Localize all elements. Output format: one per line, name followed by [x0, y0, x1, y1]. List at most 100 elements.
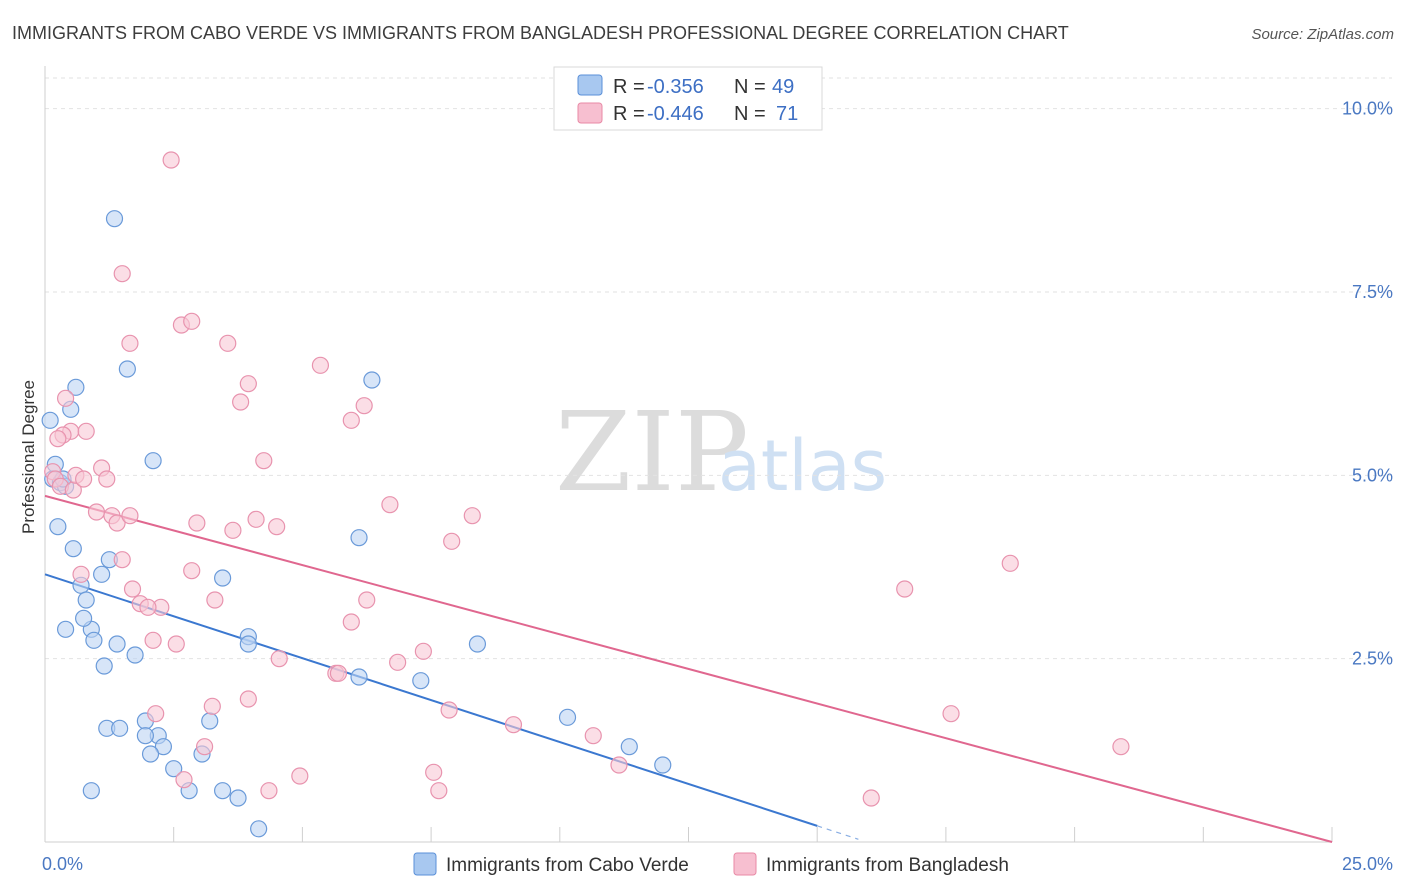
point-cabo-verde-27 [350, 529, 368, 547]
series-cabo-verde [41, 210, 672, 838]
point-cabo-verde-11 [144, 452, 162, 470]
point-cabo-verde-12 [64, 540, 82, 558]
point-bangladesh-57 [147, 705, 165, 723]
y-tick-label-0: 2.5% [1352, 649, 1393, 669]
point-bangladesh-29 [188, 514, 206, 532]
point-bangladesh-9 [355, 397, 373, 415]
y-tick-label-1: 5.0% [1352, 465, 1393, 485]
point-cabo-verde-46 [250, 820, 268, 838]
point-bangladesh-5 [219, 334, 237, 352]
point-bangladesh-25 [87, 503, 106, 521]
point-bangladesh-48 [270, 650, 288, 668]
legend-r-label-bangladesh: R = [613, 103, 645, 125]
legend-swatch-bangladesh [577, 102, 603, 124]
legend-n-value-bangladesh: 71 [776, 103, 798, 125]
point-cabo-verde-36 [136, 727, 154, 745]
point-cabo-verde-18 [93, 565, 111, 583]
legend-swatch-cabo-verde [577, 74, 603, 96]
point-bangladesh-1 [113, 265, 131, 283]
point-bangladesh-43 [206, 591, 224, 609]
point-bangladesh-36 [72, 565, 90, 583]
point-bangladesh-46 [167, 635, 185, 653]
point-cabo-verde-9 [105, 210, 124, 228]
point-cabo-verde-24 [214, 569, 232, 587]
point-cabo-verde-43 [82, 782, 100, 800]
legend-r-label-cabo-verde: R = [613, 76, 645, 98]
point-cabo-verde-38 [141, 745, 160, 763]
point-bangladesh-15 [77, 422, 95, 440]
trendlines [44, 494, 1333, 843]
point-bangladesh-63 [610, 756, 628, 774]
point-cabo-verde-0 [41, 411, 59, 429]
point-cabo-verde-47 [558, 708, 577, 726]
legend-n-label-cabo-verde: N = [734, 76, 766, 98]
point-bangladesh-38 [183, 562, 201, 580]
point-bangladesh-35 [463, 507, 481, 525]
point-bangladesh-52 [389, 653, 407, 671]
point-bangladesh-55 [203, 697, 221, 715]
point-cabo-verde-48 [620, 738, 638, 756]
point-cabo-verde-41 [165, 760, 183, 778]
point-bangladesh-62 [584, 727, 602, 745]
point-bangladesh-53 [896, 580, 914, 598]
point-cabo-verde-6 [49, 518, 67, 536]
point-bangladesh-14 [49, 430, 67, 448]
point-cabo-verde-23 [95, 657, 113, 675]
trendline-extension-cabo-verde [817, 825, 859, 840]
point-bangladesh-65 [175, 771, 193, 789]
point-cabo-verde-49 [654, 756, 672, 774]
point-cabo-verde-21 [108, 635, 126, 653]
point-bangladesh-64 [1112, 738, 1130, 756]
legend-r-value-cabo-verde: -0.356 [647, 76, 704, 98]
point-bangladesh-33 [381, 496, 399, 514]
watermark-zip: ZIP [555, 388, 749, 516]
point-cabo-verde-39 [201, 712, 219, 730]
point-cabo-verde-20 [85, 631, 103, 649]
bottom-legend-swatch-bangladesh [733, 852, 757, 876]
point-bangladesh-24 [255, 452, 273, 470]
point-bangladesh-28 [121, 507, 139, 525]
point-bangladesh-21 [75, 470, 93, 488]
x-tick-labels: 0.0% 25.0% [42, 854, 1393, 874]
series-bangladesh [44, 151, 1130, 807]
point-bangladesh-23 [98, 470, 116, 488]
bottom-legend: Immigrants from Cabo Verde Immigrants fr… [413, 852, 1009, 876]
point-cabo-verde-33 [111, 719, 129, 737]
gridlines [45, 77, 1392, 660]
trendline-cabo-verde [44, 573, 818, 827]
point-cabo-verde-14 [77, 591, 95, 609]
point-cabo-verde-10 [118, 360, 136, 378]
point-cabo-verde-22 [126, 646, 144, 664]
point-cabo-verde-37 [154, 738, 173, 756]
point-cabo-verde-30 [412, 672, 430, 690]
point-cabo-verde-28 [363, 371, 381, 389]
point-bangladesh-11 [56, 389, 75, 407]
point-bangladesh-49 [414, 642, 432, 660]
legend-n-value-cabo-verde: 49 [772, 76, 794, 98]
point-cabo-verde-7 [67, 378, 85, 396]
point-bangladesh-42 [139, 598, 157, 616]
point-bangladesh-0 [162, 151, 180, 169]
y-tick-labels: 2.5% 5.0% 7.5% 10.0% [1342, 99, 1393, 669]
point-bangladesh-4 [183, 312, 201, 330]
point-bangladesh-32 [268, 518, 286, 536]
point-bangladesh-54 [1001, 554, 1019, 572]
chart-source: Source: ZipAtlas.com [1251, 26, 1394, 43]
point-bangladesh-45 [144, 631, 162, 649]
point-bangladesh-70 [862, 789, 880, 807]
point-cabo-verde-16 [75, 609, 93, 627]
legend: R = -0.356 N = 49 R = -0.446 N = 71 [553, 66, 823, 131]
axes [44, 66, 1333, 843]
point-bangladesh-44 [358, 591, 376, 609]
point-cabo-verde-45 [229, 789, 247, 807]
legend-n-label-bangladesh: N = [734, 103, 766, 125]
point-bangladesh-2 [121, 334, 139, 352]
point-bangladesh-27 [108, 514, 126, 532]
point-cabo-verde-31 [468, 635, 487, 653]
watermark-atlas: atlas [718, 425, 887, 507]
point-bangladesh-56 [239, 690, 257, 708]
point-bangladesh-51 [329, 664, 348, 682]
data-points [41, 151, 1130, 838]
point-bangladesh-30 [224, 521, 242, 539]
